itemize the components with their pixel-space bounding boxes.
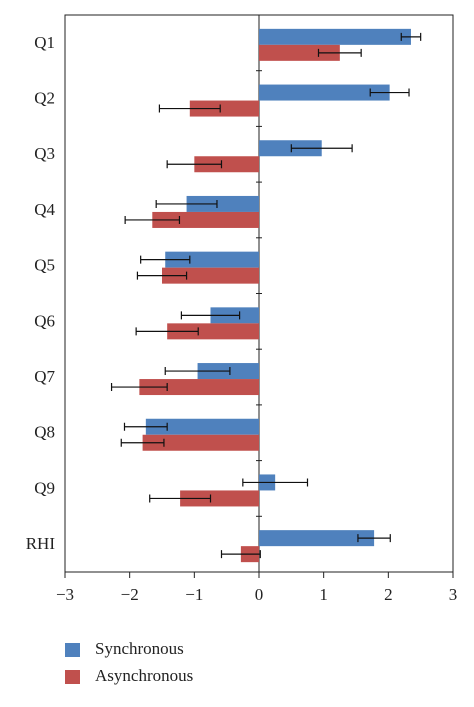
y-tick-label: Q6 xyxy=(34,311,55,330)
y-tick-label: Q8 xyxy=(34,423,55,442)
bar xyxy=(259,28,411,45)
legend-label: Asynchronous xyxy=(95,666,193,685)
error-bar xyxy=(120,438,165,447)
y-tick-label: RHI xyxy=(26,534,56,553)
error-bar xyxy=(166,160,223,169)
y-tick-label: Q5 xyxy=(34,256,55,275)
bar xyxy=(259,140,322,157)
error-bar xyxy=(242,478,309,487)
error-bar xyxy=(357,534,391,543)
error-bar xyxy=(123,422,168,431)
legend-swatch xyxy=(65,643,80,657)
x-tick-label: 3 xyxy=(449,585,458,604)
bar xyxy=(189,100,259,117)
x-tick-label: 2 xyxy=(384,585,393,604)
x-tick-label: −3 xyxy=(56,585,74,604)
bar xyxy=(186,195,259,212)
y-tick-label: Q1 xyxy=(34,33,55,52)
error-bar xyxy=(155,199,218,208)
error-bar xyxy=(110,383,168,392)
bar xyxy=(165,251,259,268)
error-bar xyxy=(158,104,221,113)
error-bar xyxy=(164,367,231,376)
error-bar xyxy=(136,271,188,280)
y-tick-label: Q3 xyxy=(34,144,55,163)
error-bar xyxy=(124,215,181,224)
y-tick-label: Q2 xyxy=(34,88,55,107)
y-tick-label: Q9 xyxy=(34,478,55,497)
bar xyxy=(259,530,375,547)
error-bar xyxy=(400,32,422,41)
x-tick-label: −1 xyxy=(185,585,203,604)
y-tick-label: Q7 xyxy=(34,367,55,386)
bar xyxy=(167,323,259,340)
bar xyxy=(194,156,259,173)
legend-swatch xyxy=(65,670,80,684)
error-bar xyxy=(317,48,362,57)
x-tick-label: 1 xyxy=(319,585,328,604)
error-bar xyxy=(369,88,410,97)
error-bar xyxy=(149,494,212,503)
bar xyxy=(142,434,259,451)
bar xyxy=(180,490,259,507)
error-bar xyxy=(135,327,199,336)
error-bar xyxy=(180,311,241,320)
x-tick-label: 0 xyxy=(255,585,264,604)
bar xyxy=(259,84,390,101)
error-bar xyxy=(140,255,191,264)
x-tick-label: −2 xyxy=(121,585,139,604)
legend-label: Synchronous xyxy=(95,639,184,658)
bar xyxy=(139,379,259,396)
bar xyxy=(259,44,340,61)
error-bar xyxy=(220,550,261,559)
error-bar xyxy=(290,144,353,153)
y-tick-label: Q4 xyxy=(34,200,55,219)
bar xyxy=(145,418,259,435)
